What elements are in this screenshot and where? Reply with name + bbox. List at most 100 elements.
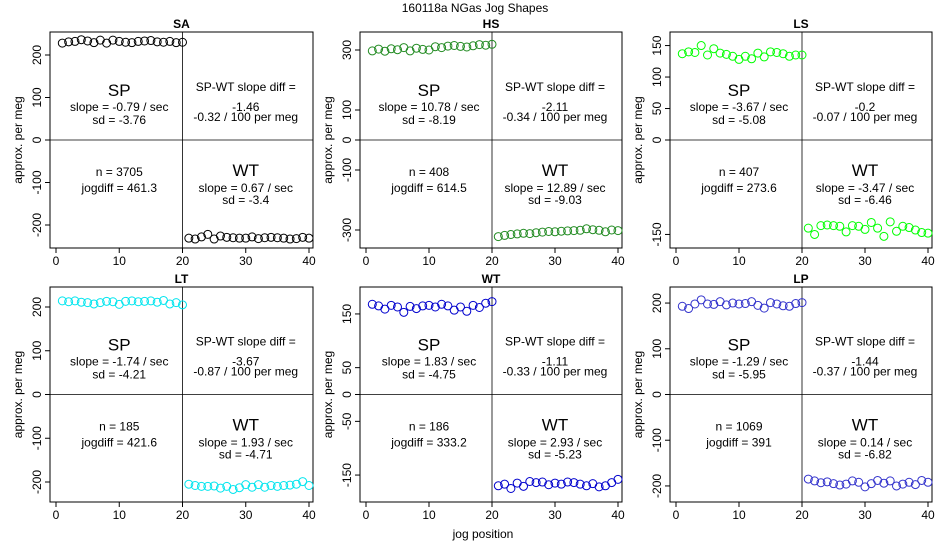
jogdiff: jogdiff = 421.6 <box>80 436 157 450</box>
data-point-wt <box>253 480 263 490</box>
y-tick-label: -200 <box>30 470 44 494</box>
panel-title: LT <box>175 272 189 286</box>
wt-label: WT <box>852 161 878 180</box>
y-tick-label: 0 <box>30 136 44 143</box>
data-point-wt <box>260 482 270 492</box>
data-point-wt <box>835 480 845 490</box>
data-point-sp <box>481 40 491 50</box>
data-point-sp <box>709 44 719 54</box>
data-point-sp <box>146 36 156 46</box>
data-point-wt <box>506 483 516 493</box>
slope-diff-per-meg: -0.37 / 100 per meg <box>813 365 918 379</box>
x-tick-label: 30 <box>239 254 253 268</box>
n-count: n = 3705 <box>96 165 143 179</box>
x-tick-label: 10 <box>422 254 436 268</box>
data-point-sp <box>747 54 757 64</box>
data-point-wt <box>860 224 870 234</box>
data-point-sp <box>76 35 86 45</box>
y-axis-label: approx. per meg <box>631 96 645 183</box>
sp-sd: sd = -5.08 <box>712 113 766 127</box>
x-tick-label: 20 <box>176 508 190 522</box>
slope-diff-label: SP-WT slope diff = <box>196 335 296 349</box>
data-point-wt <box>892 481 901 491</box>
y-tick-label: 100 <box>650 338 664 358</box>
data-point-wt <box>563 226 573 236</box>
sp-label: SP <box>418 336 441 355</box>
data-point-sp <box>399 307 409 317</box>
y-tick-label: 300 <box>340 40 354 60</box>
data-point-wt <box>847 476 857 486</box>
x-tick-label: 20 <box>176 254 190 268</box>
y-tick-label: 50 <box>650 102 664 116</box>
panel-lp: LP 0 10 20 30 40 -200 -100 0 100 200 approx. per me… <box>631 272 935 522</box>
data-point-sp <box>165 299 175 309</box>
slope-diff-label: SP-WT slope diff = <box>505 80 605 94</box>
y-tick-label: 100 <box>340 100 354 120</box>
data-point-sp <box>430 42 440 52</box>
data-point-wt <box>291 234 301 244</box>
n-count: n = 1069 <box>715 420 762 434</box>
y-tick-label: -300 <box>340 218 354 242</box>
data-point-wt <box>613 226 623 236</box>
data-point-sp <box>449 41 459 50</box>
data-point-wt <box>803 223 813 233</box>
x-tick-label: 0 <box>53 254 60 268</box>
n-count: n = 408 <box>409 165 450 179</box>
data-point-wt <box>279 233 289 243</box>
data-point-wt <box>607 225 617 235</box>
data-point-sp <box>766 298 775 308</box>
y-tick-label: 200 <box>650 293 664 313</box>
data-point-sp <box>468 41 478 51</box>
y-tick-label: -150 <box>650 222 664 246</box>
data-point-sp <box>424 300 434 310</box>
data-point-sp <box>728 298 738 308</box>
data-point-wt <box>841 227 851 237</box>
x-tick-label: 30 <box>858 508 872 522</box>
data-point-sp <box>487 39 497 49</box>
data-point-wt <box>885 217 895 227</box>
sp-label: SP <box>108 81 131 100</box>
data-point-sp <box>76 297 86 307</box>
data-point-sp <box>684 304 694 314</box>
y-tick-label: -200 <box>650 474 664 498</box>
wt-label: WT <box>233 416 259 435</box>
data-point-wt <box>500 230 510 240</box>
wt-sd: sd = -4.71 <box>219 448 273 462</box>
x-tick-label: 40 <box>921 254 935 268</box>
wt-sd: sd = -5.23 <box>528 448 582 462</box>
data-point-sp <box>386 44 396 54</box>
y-tick-label: 0 <box>650 391 664 398</box>
y-tick-label: -100 <box>650 428 664 452</box>
y-tick-label: 0 <box>340 136 354 143</box>
y-tick-label: -200 <box>30 213 44 237</box>
y-axis-label: approx. per meg <box>321 351 335 438</box>
panel-lt: LT 0 10 20 30 40 -200 -100 0 100 200 approx. per me… <box>11 272 316 522</box>
data-point-sp <box>690 299 700 309</box>
sp-sd: sd = -5.95 <box>712 368 766 382</box>
x-tick-label: 20 <box>485 508 499 522</box>
data-point-wt <box>228 484 238 494</box>
data-point-sp <box>696 295 706 305</box>
y-tick-label: -100 <box>30 170 44 194</box>
data-point-wt <box>594 225 604 235</box>
slope-diff-value: -2.11 <box>542 100 569 114</box>
y-axis-label: approx. per meg <box>11 96 25 183</box>
data-point-sp <box>386 300 396 310</box>
slope-diff-value: -1.44 <box>851 355 879 369</box>
sp-label: SP <box>108 336 131 355</box>
data-point-sp <box>759 303 769 313</box>
data-point-wt <box>266 232 276 242</box>
x-tick-label: 20 <box>795 254 809 268</box>
data-point-wt <box>829 479 838 489</box>
data-point-sp <box>443 41 453 51</box>
data-point-sp <box>696 41 706 51</box>
data-point-sp <box>474 40 484 50</box>
y-tick-label: 100 <box>30 87 44 107</box>
data-point-wt <box>803 474 813 484</box>
slope-diff-per-meg: -0.07 / 100 per meg <box>813 110 918 124</box>
x-tick-label: 40 <box>302 254 316 268</box>
data-point-sp <box>57 296 67 306</box>
data-point-sp <box>740 51 750 61</box>
data-point-wt <box>241 233 251 243</box>
